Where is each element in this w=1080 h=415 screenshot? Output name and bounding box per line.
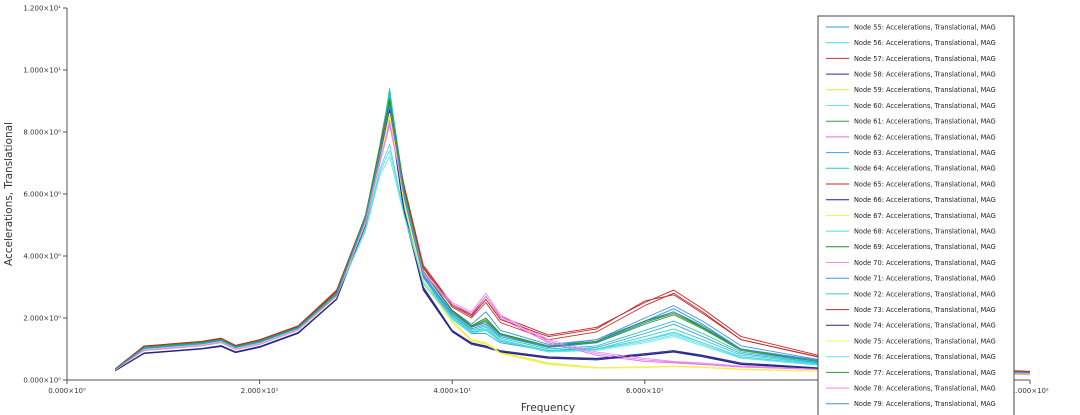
legend-entry-10: Node 65: Accelerations, Translational, M… — [854, 180, 996, 188]
legend-entry-17: Node 72: Accelerations, Translational, M… — [854, 290, 996, 298]
plot-lines — [114, 88, 1031, 376]
legend-entry-0: Node 55: Accelerations, Translational, M… — [854, 23, 996, 31]
x-tick-label-5: 1.000×10² — [1011, 387, 1049, 395]
legend-entry-8: Node 63: Accelerations, Translational, M… — [854, 149, 996, 157]
x-tick-label-3: 6.000×10¹ — [626, 387, 664, 395]
legend-entry-18: Node 73: Accelerations, Translational, M… — [854, 306, 996, 314]
legend-entry-16: Node 71: Accelerations, Translational, M… — [854, 275, 996, 283]
legend-entry-12: Node 67: Accelerations, Translational, M… — [854, 212, 996, 220]
y-tick-label-2: 4.000×10⁰ — [23, 253, 61, 261]
y-tick-label-3: 6.000×10⁰ — [23, 191, 61, 199]
legend-items: Node 55: Accelerations, Translational, M… — [826, 23, 996, 408]
series-line-22 — [114, 97, 1031, 374]
y-axis-title: Accelerations, Translational — [3, 122, 15, 266]
legend-entry-6: Node 61: Accelerations, Translational, M… — [854, 118, 996, 126]
legend-entry-22: Node 77: Accelerations, Translational, M… — [854, 369, 996, 377]
y-tick-label-5: 1.000×10¹ — [23, 67, 61, 75]
legend-entry-19: Node 74: Accelerations, Translational, M… — [854, 322, 996, 330]
series-line-24 — [114, 105, 1031, 374]
legend-entry-14: Node 69: Accelerations, Translational, M… — [854, 243, 996, 251]
x-tick-label-1: 2.000×10¹ — [241, 387, 279, 395]
legend-entry-5: Node 60: Accelerations, Translational, M… — [854, 102, 996, 110]
legend: Node 55: Accelerations, Translational, M… — [817, 15, 1015, 415]
legend-entry-4: Node 59: Accelerations, Translational, M… — [854, 86, 996, 94]
legend-entry-23: Node 78: Accelerations, Translational, M… — [854, 385, 996, 393]
legend-box — [817, 15, 1015, 415]
legend-entry-2: Node 57: Accelerations, Translational, M… — [854, 55, 996, 63]
legend-entry-11: Node 66: Accelerations, Translational, M… — [854, 196, 996, 204]
y-tick-label-4: 8.000×10⁰ — [23, 129, 61, 137]
y-tick-label-0: 0.000×10⁰ — [23, 377, 61, 385]
legend-entry-20: Node 75: Accelerations, Translational, M… — [854, 337, 996, 345]
x-tick-label-0: 0.000×10⁰ — [48, 387, 86, 395]
legend-entry-13: Node 68: Accelerations, Translational, M… — [854, 228, 996, 236]
y-tick-label-6: 1.200×10¹ — [23, 5, 61, 13]
y-tick-label-1: 2.000×10⁰ — [23, 315, 61, 323]
legend-entry-9: Node 64: Accelerations, Translational, M… — [854, 165, 996, 173]
legend-entry-3: Node 58: Accelerations, Translational, M… — [854, 71, 996, 79]
legend-entry-21: Node 76: Accelerations, Translational, M… — [854, 353, 996, 361]
ticks — [63, 7, 1031, 384]
legend-entry-1: Node 56: Accelerations, Translational, M… — [854, 39, 996, 47]
series-line-18 — [114, 106, 1031, 373]
tick-labels: 0.000×10⁰ 2.000×10¹ 4.000×10¹ 6.000×10¹ 8.00… — [23, 5, 1049, 396]
legend-entry-7: Node 62: Accelerations, Translational, M… — [854, 133, 996, 141]
series-line-21 — [114, 150, 1031, 374]
legend-entry-24: Node 79: Accelerations, Translational, M… — [854, 400, 996, 408]
x-tick-label-2: 4.000×10¹ — [433, 387, 471, 395]
legend-entry-15: Node 70: Accelerations, Translational, M… — [854, 259, 996, 267]
x-axis-title: Frequency — [521, 402, 575, 414]
